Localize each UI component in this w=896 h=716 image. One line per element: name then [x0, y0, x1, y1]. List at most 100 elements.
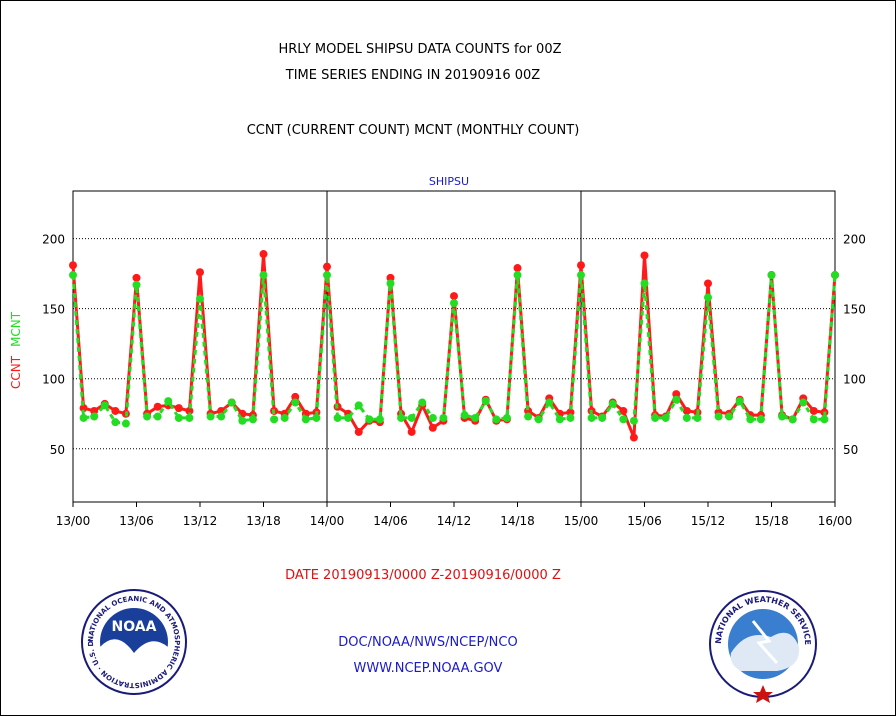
y-tick-labels: 50 50 100 100 150 150 200 200: [42, 233, 866, 457]
x-tick-label: 15/18: [754, 514, 789, 528]
x-tick-labels: 13/00 13/06 13/12 13/18 14/00 14/06 14/12 14/18…: [56, 502, 853, 528]
data-point-mcnt: [365, 415, 374, 424]
x-tick-label: 13/18: [246, 514, 281, 528]
y-axis-label-ccnt: CCNT: [9, 355, 23, 389]
x-tick-label: 13/00: [56, 514, 91, 528]
data-point-ccnt: [640, 251, 649, 260]
data-point-mcnt: [333, 413, 342, 422]
x-tick-label: 13/06: [119, 514, 154, 528]
data-point-mcnt: [69, 271, 77, 280]
data-point-mcnt: [206, 412, 215, 421]
x-tick-label: 14/00: [310, 514, 345, 528]
data-point-mcnt: [238, 416, 247, 425]
data-point-mcnt: [492, 415, 501, 424]
data-point-mcnt: [809, 415, 818, 424]
date-range-label: DATE 20190913/0000 Z-20190916/0000 Z: [285, 568, 561, 583]
data-point-ccnt: [185, 406, 194, 415]
x-tick-label: 16/00: [818, 514, 853, 528]
y-tick-label-left: 150: [42, 303, 65, 317]
data-point-mcnt: [799, 398, 808, 407]
x-tick-label: 13/12: [183, 514, 218, 528]
y-tick-label-right: 150: [843, 303, 866, 317]
x-tick-label: 15/12: [691, 514, 726, 528]
data-point-mcnt: [270, 415, 279, 424]
data-point-mcnt: [439, 413, 448, 422]
plot-area: [72, 190, 836, 503]
y-tick-label-right: 100: [843, 373, 866, 387]
data-point-ccnt: [428, 423, 437, 432]
data-point-mcnt: [831, 271, 839, 280]
data-point-ccnt: [69, 261, 77, 270]
plot-title: SHIPSU: [429, 175, 469, 188]
data-point-mcnt: [217, 412, 226, 421]
title-line-1: HRLY MODEL SHIPSU DATA COUNTS for 00Z: [279, 42, 562, 57]
data-point-mcnt: [714, 412, 723, 421]
data-point-mcnt: [629, 416, 638, 425]
data-point-mcnt: [640, 279, 649, 288]
data-point-mcnt: [555, 415, 564, 424]
data-point-ccnt: [672, 390, 681, 399]
data-point-mcnt: [132, 280, 141, 289]
data-point-mcnt: [291, 398, 300, 407]
data-point-mcnt: [566, 413, 575, 422]
data-point-mcnt: [524, 412, 533, 421]
data-point-mcnt: [725, 412, 734, 421]
data-point-mcnt: [397, 413, 406, 422]
x-tick-label: 15/06: [627, 514, 662, 528]
data-point-mcnt: [407, 413, 416, 422]
data-point-ccnt: [619, 406, 628, 415]
data-point-mcnt: [767, 271, 776, 280]
org-label[interactable]: DOC/NOAA/NWS/NCEP/NCO: [338, 635, 517, 650]
data-point-mcnt: [90, 412, 99, 421]
data-point-mcnt: [386, 279, 395, 288]
nws-logo: NATIONAL WEATHER SERVICE: [709, 590, 817, 703]
data-point-ccnt: [217, 406, 226, 415]
data-point-ccnt: [132, 273, 141, 282]
data-point-ccnt: [407, 427, 416, 436]
data-point-mcnt: [354, 401, 363, 410]
data-point-mcnt: [185, 413, 194, 422]
title-line-3: CCNT (CURRENT COUNT) MCNT (MONTHLY COUNT…: [247, 123, 580, 138]
data-point-mcnt: [513, 271, 522, 280]
data-point-mcnt: [196, 294, 204, 303]
data-point-mcnt: [301, 415, 310, 424]
data-point-mcnt: [746, 415, 755, 424]
data-point-mcnt: [735, 397, 744, 406]
website-link[interactable]: WWW.NCEP.NOAA.GOV: [354, 661, 503, 676]
noaa-logo-text: NOAA: [112, 619, 157, 635]
data-point-mcnt: [344, 413, 353, 422]
data-point-mcnt: [481, 397, 490, 406]
y-axis-label-mcnt: MCNT: [9, 311, 23, 347]
data-point-mcnt: [545, 398, 554, 407]
data-point-mcnt: [428, 413, 437, 422]
data-point-mcnt: [788, 415, 797, 424]
title-line-2: TIME SERIES ENDING IN 20190916 00Z: [285, 68, 541, 83]
y-tick-label-right: 200: [843, 233, 866, 247]
data-point-ccnt: [704, 279, 712, 288]
data-point-mcnt: [227, 398, 236, 407]
data-point-mcnt: [248, 415, 257, 424]
series-layer: [69, 250, 839, 442]
data-point-ccnt: [174, 404, 183, 413]
y-tick-label-left: 100: [42, 373, 65, 387]
data-point-ccnt: [291, 392, 300, 401]
data-point-mcnt: [577, 271, 585, 280]
y-axis-label: CCNT MCNT: [9, 311, 23, 389]
data-point-mcnt: [259, 271, 268, 280]
data-point-mcnt: [778, 412, 787, 421]
data-point-mcnt: [661, 413, 670, 422]
y-axis-label-text: CCNT MCNT: [9, 311, 23, 389]
data-point-mcnt: [153, 412, 162, 421]
data-point-mcnt: [174, 413, 183, 422]
x-tick-label: 14/12: [437, 514, 472, 528]
data-point-mcnt: [534, 415, 543, 424]
data-point-ccnt: [566, 408, 575, 417]
data-point-mcnt: [587, 413, 596, 422]
data-point-mcnt: [502, 413, 511, 422]
series-ccnt: [69, 250, 839, 442]
data-point-mcnt: [375, 415, 384, 424]
data-point-mcnt: [704, 293, 712, 302]
data-point-mcnt: [693, 413, 702, 422]
